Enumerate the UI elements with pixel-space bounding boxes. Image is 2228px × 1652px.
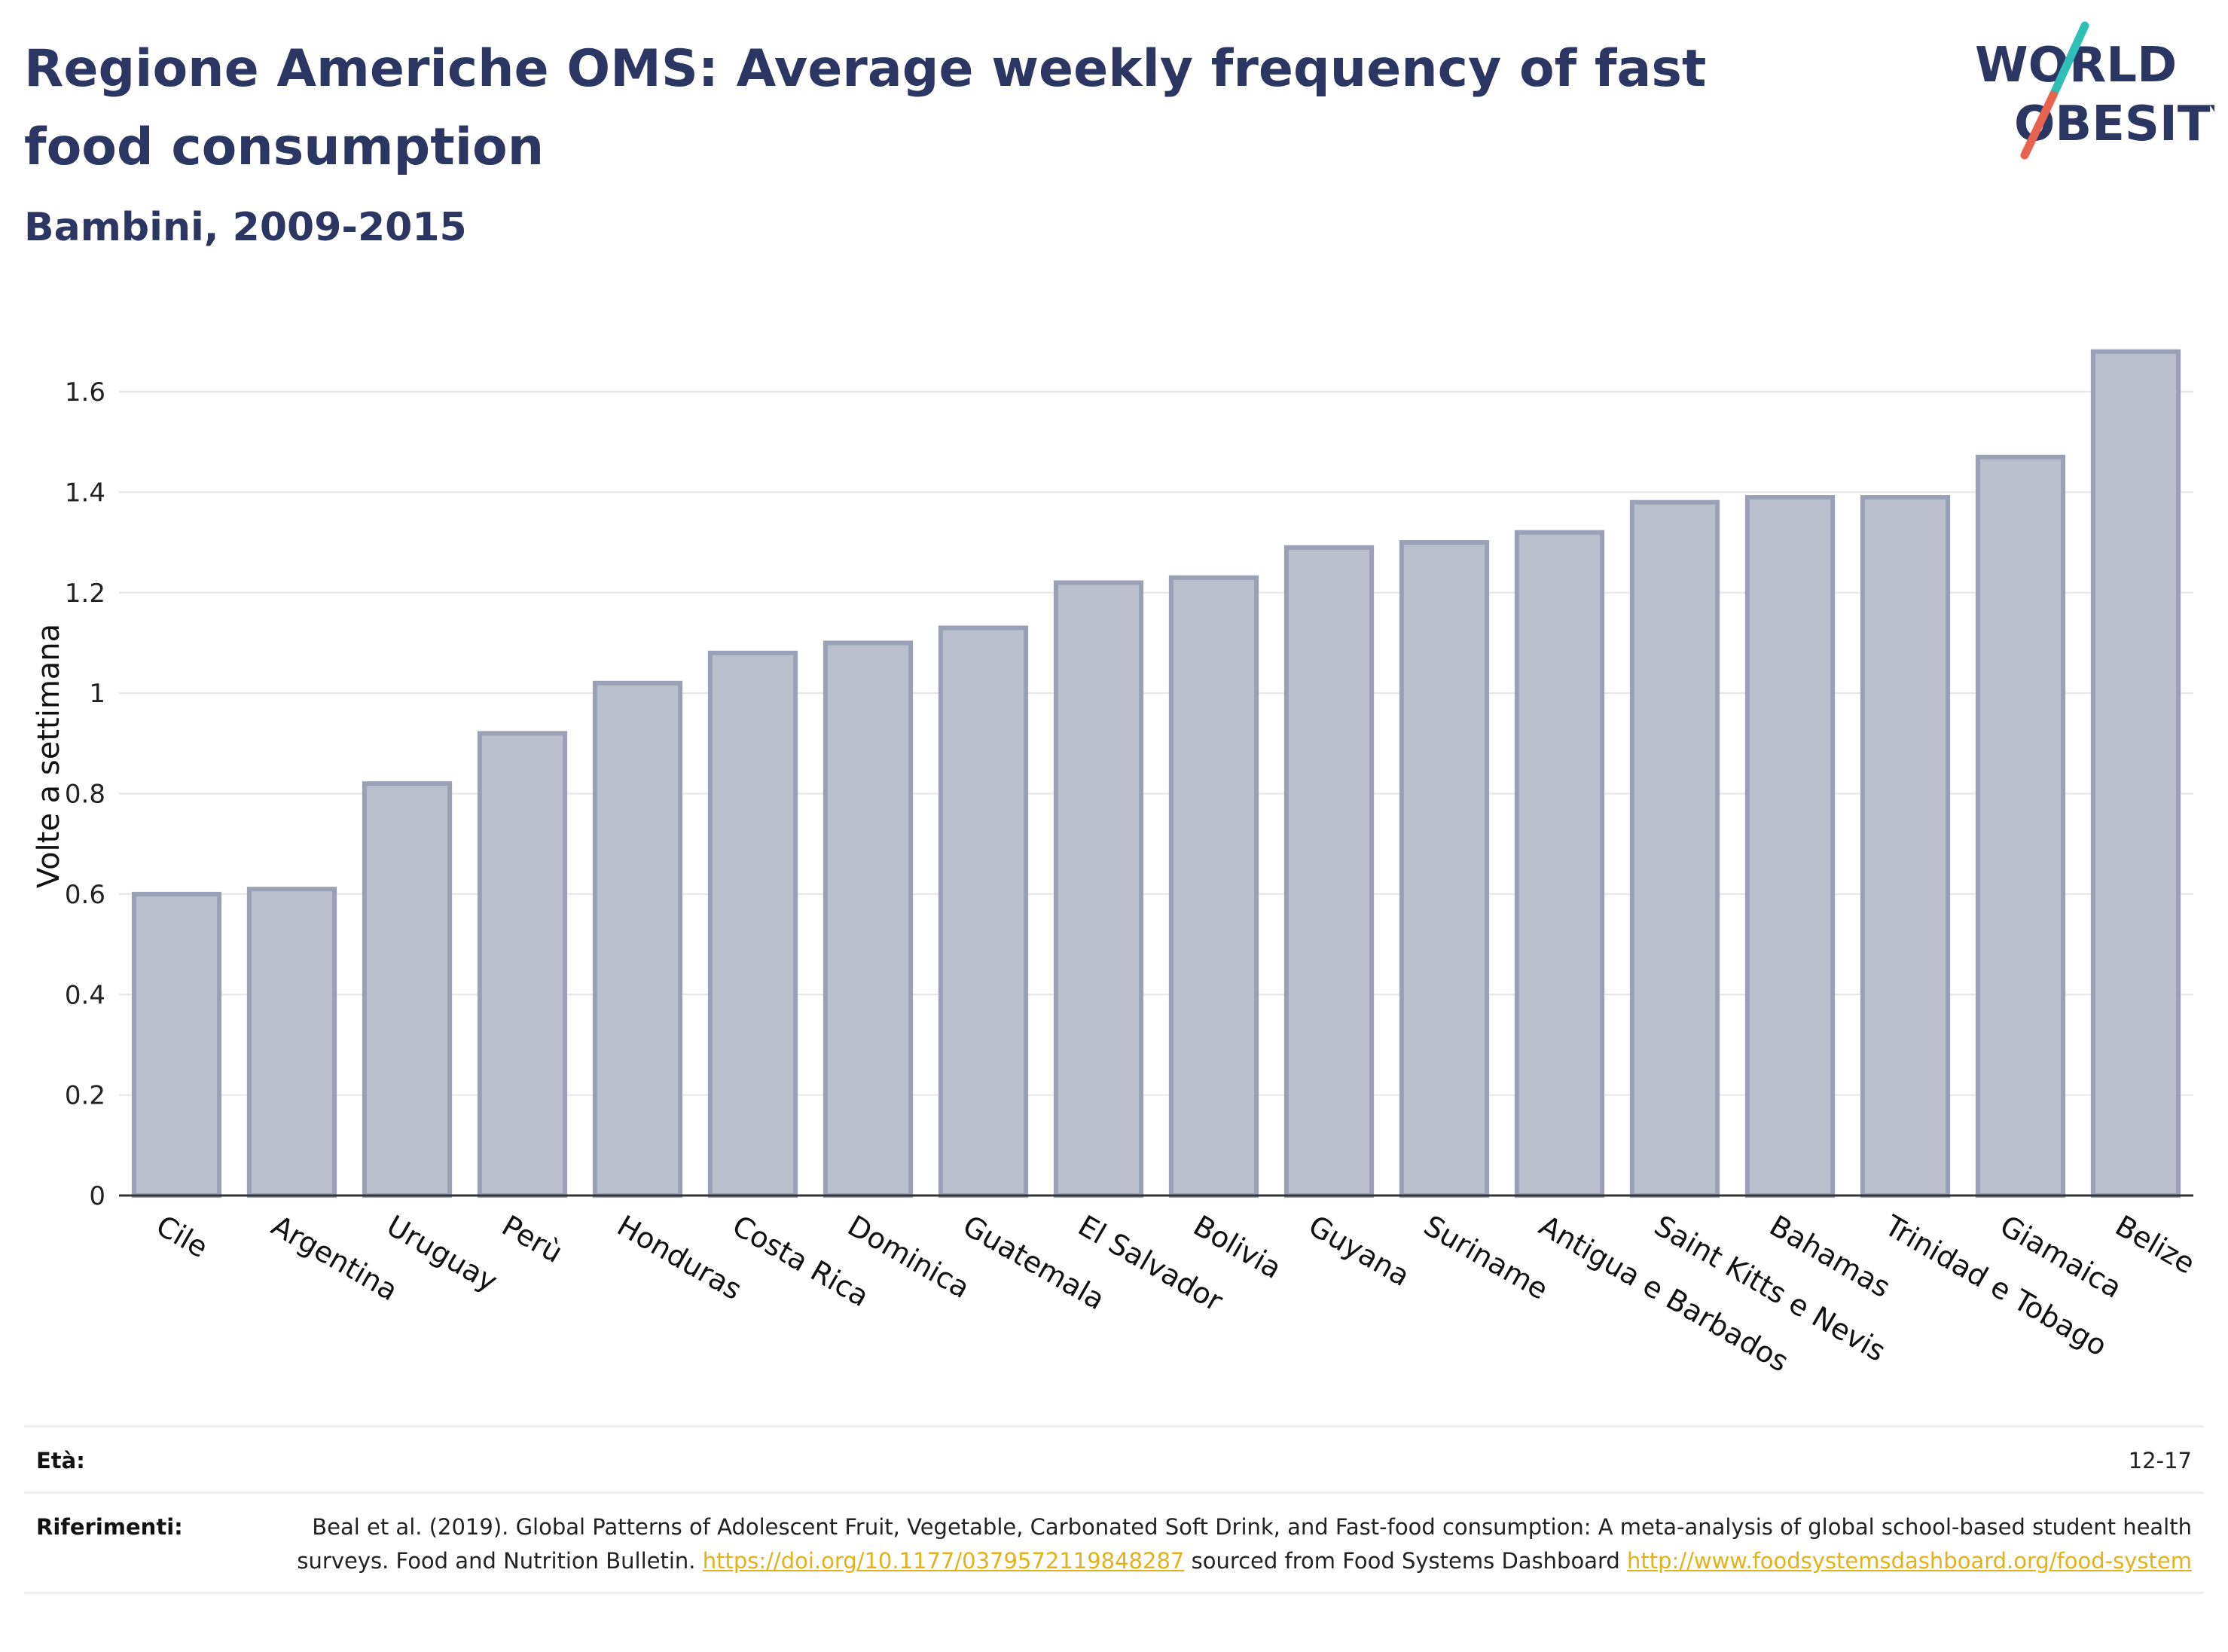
- y-tick-label: 1: [89, 679, 105, 709]
- bar: [1168, 575, 1259, 1199]
- bar: [362, 781, 453, 1198]
- x-tick-label: Cile: [151, 1209, 214, 1265]
- bar: [477, 731, 568, 1198]
- footer-age-row: Età: 12-17: [24, 1425, 2204, 1492]
- world-obesity-logo: WORLD OBESITY: [1975, 21, 2214, 160]
- x-tick-label: Perù: [496, 1209, 568, 1269]
- references-text: Beal et al. (2019). Global Patterns of A…: [294, 1510, 2192, 1578]
- x-tick-label: Guyana: [1303, 1209, 1415, 1293]
- bar: [1744, 495, 1836, 1199]
- y-tick-label: 0.4: [65, 980, 105, 1010]
- reference-text-1: Beal et al. (2019). Global Patterns of A…: [297, 1514, 2192, 1574]
- y-tick-label: 0.8: [65, 780, 105, 810]
- y-axis-title: Volte a settimana: [32, 624, 66, 888]
- bar: [1975, 454, 2066, 1199]
- doi-link[interactable]: https://doi.org/10.1177/0379572119848287: [702, 1548, 1185, 1574]
- x-tick-label: Argentina: [266, 1209, 404, 1308]
- age-value: 12-17: [2128, 1448, 2192, 1473]
- chart-title: Regione Americhe OMS: Average weekly fre…: [24, 39, 1707, 177]
- y-tick-label: 1.6: [65, 377, 105, 408]
- y-tick-label: 1.2: [65, 579, 105, 609]
- x-tick-label: Trinidad e Tobago: [1879, 1208, 2113, 1363]
- bar: [1629, 499, 1720, 1199]
- bar: [1399, 540, 1490, 1199]
- reference-text-2: sourced from Food Systems Dashboard: [1184, 1548, 1628, 1574]
- references-label: Riferimenti:: [36, 1514, 183, 1540]
- logo-slash-coral: [2020, 90, 2058, 160]
- age-label: Età:: [36, 1448, 85, 1473]
- bar: [823, 640, 914, 1198]
- x-tick-label: Belize: [2110, 1209, 2201, 1281]
- bar: [1283, 545, 1375, 1198]
- y-tick-label: 0.6: [65, 880, 105, 910]
- bar: [1860, 495, 1951, 1199]
- footer-references-row: Riferimenti: Beal et al. (2019). Global …: [24, 1492, 2204, 1594]
- bar: [246, 887, 337, 1199]
- logo-slash-teal: [2049, 21, 2089, 99]
- y-tick-label: 0.2: [65, 1081, 105, 1111]
- x-tick-label: Honduras: [612, 1209, 747, 1307]
- bar: [1053, 580, 1144, 1199]
- y-tick-label: 1.4: [65, 478, 105, 508]
- bar: [938, 625, 1029, 1198]
- x-tick-label: Suriname: [1418, 1209, 1554, 1306]
- food-systems-dashboard-link[interactable]: http://www.foodsystemsdashboard.org/food…: [1627, 1548, 2192, 1574]
- chart-footer: Età: 12-17 Riferimenti: Beal et al. (201…: [24, 1425, 2204, 1594]
- bar: [592, 680, 683, 1198]
- bar: [707, 650, 798, 1198]
- bar: [2090, 349, 2181, 1198]
- bar: [131, 891, 222, 1199]
- chart-subtitle: Bambini, 2009-2015: [24, 205, 467, 250]
- y-tick-label: 0: [89, 1181, 105, 1211]
- bar: [1514, 530, 1605, 1198]
